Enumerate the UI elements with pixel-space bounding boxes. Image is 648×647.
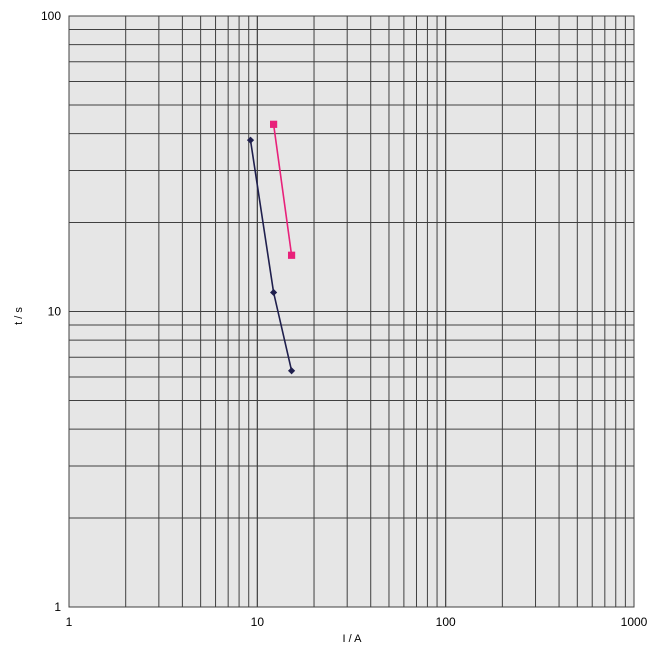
series-line-2 — [272, 124, 293, 256]
plot-border — [68, 15, 635, 608]
x-tick-label: 1000 — [621, 615, 648, 629]
y-tick-label: 1 — [54, 600, 61, 614]
x-tick-label: 10 — [251, 615, 265, 629]
y-axis-label: t / s — [13, 307, 25, 325]
data-point-diamond — [269, 288, 278, 297]
tick-labels: 1 10 100 1000 1 10 100 — [41, 9, 648, 629]
data-point-diamond — [287, 367, 296, 375]
data-point-diamond — [246, 136, 255, 144]
series-layer — [246, 120, 296, 375]
x-axis-label: I / A — [343, 633, 363, 645]
data-point-square — [269, 120, 278, 128]
data-point-square — [287, 251, 296, 259]
x-tick-label: 1 — [66, 615, 73, 629]
y-tick-label: 100 — [41, 9, 61, 23]
x-tick-label: 100 — [436, 615, 456, 629]
grid — [68, 15, 635, 608]
y-tick-label: 10 — [48, 305, 62, 319]
